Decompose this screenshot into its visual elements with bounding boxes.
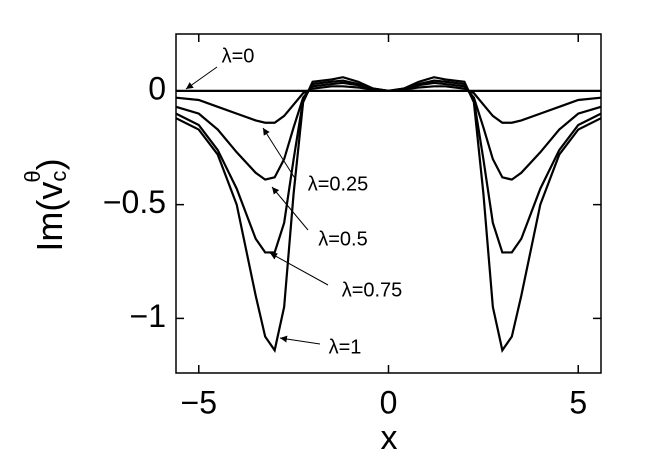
annotation-arrow <box>279 335 321 345</box>
series-label: λ=0.75 <box>342 279 403 301</box>
series-label: λ=1 <box>329 336 362 358</box>
y-label-sup: θ <box>20 170 45 182</box>
x-tick-label: −5 <box>181 384 217 420</box>
series-label: λ=0 <box>222 45 255 67</box>
annotation-arrow <box>185 66 218 90</box>
y-label-base: Im(v <box>29 182 70 252</box>
x-axis-label: x <box>381 419 398 457</box>
x-tick-label: 5 <box>569 384 587 420</box>
series-line <box>176 79 601 254</box>
y-tick-label: −1 <box>130 298 166 334</box>
y-tick-label: −0.5 <box>103 184 166 220</box>
annotation-arrow <box>262 127 297 181</box>
y-axis-label: Im(vcθ) <box>20 158 71 251</box>
x-tick-label: 0 <box>380 384 398 420</box>
annotation-arrow <box>271 186 309 231</box>
series-label: λ=0.25 <box>308 173 369 195</box>
series-line <box>176 76 601 353</box>
plot-area <box>176 76 601 353</box>
y-label-close: ) <box>29 158 70 170</box>
y-tick-label: 0 <box>148 70 166 106</box>
y-label-sub: c <box>46 171 71 182</box>
series-line <box>176 81 601 181</box>
series-label: λ=0.5 <box>318 228 367 250</box>
plot-frame <box>175 33 602 374</box>
annotation-arrow <box>269 252 329 286</box>
